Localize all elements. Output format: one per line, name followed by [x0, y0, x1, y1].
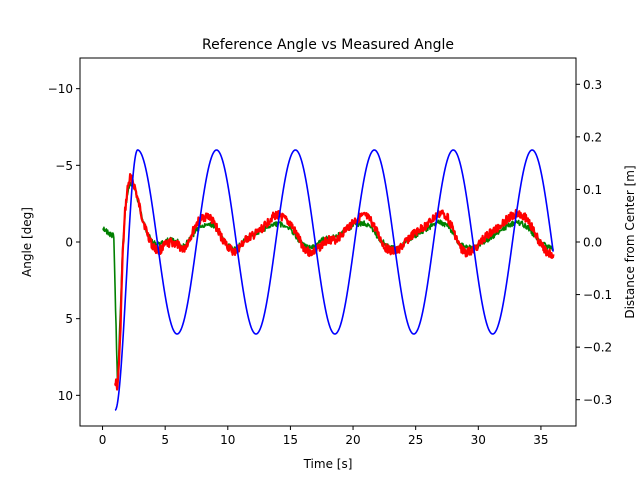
x-tick-label: 35 [533, 433, 548, 447]
y2-tick-label: −0.1 [583, 288, 612, 302]
y2-tick-label: −0.2 [583, 341, 612, 355]
y-axis-left: −10 −5 0 5 10 [48, 82, 80, 403]
y2-tick-label: 0.2 [583, 130, 602, 144]
x-tick-label: 25 [408, 433, 423, 447]
y2-tick-label: 0.1 [583, 183, 602, 197]
y-axis-label: Angle [deg] [20, 207, 34, 277]
chart-title: Reference Angle vs Measured Angle [202, 37, 454, 53]
x-tick-label: 10 [220, 433, 235, 447]
x-tick-label: 15 [283, 433, 298, 447]
y-tick-label: −5 [55, 159, 73, 173]
x-axis: 0 5 10 15 20 25 30 35 [99, 426, 549, 447]
y2-tick-label: −0.3 [583, 393, 612, 407]
y-tick-label: 0 [65, 236, 73, 250]
x-tick-label: 5 [161, 433, 169, 447]
x-tick-label: 0 [99, 433, 107, 447]
y2-axis-label: Distance from Center [m] [623, 165, 637, 318]
series-line-blue [114, 149, 554, 411]
y2-tick-label: 0.0 [583, 236, 602, 250]
y-tick-label: 5 [65, 312, 73, 326]
y-tick-label: −10 [48, 82, 73, 96]
plot-area [102, 149, 555, 411]
x-tick-label: 30 [471, 433, 486, 447]
x-axis-label: Time [s] [303, 457, 353, 471]
y-tick-label: 10 [58, 389, 73, 403]
y-axis-right: 0.3 0.2 0.1 0.0 −0.1 −0.2 −0.3 [576, 78, 612, 407]
series-line-red [114, 173, 555, 391]
x-tick-label: 20 [345, 433, 360, 447]
y2-tick-label: 0.3 [583, 78, 602, 92]
